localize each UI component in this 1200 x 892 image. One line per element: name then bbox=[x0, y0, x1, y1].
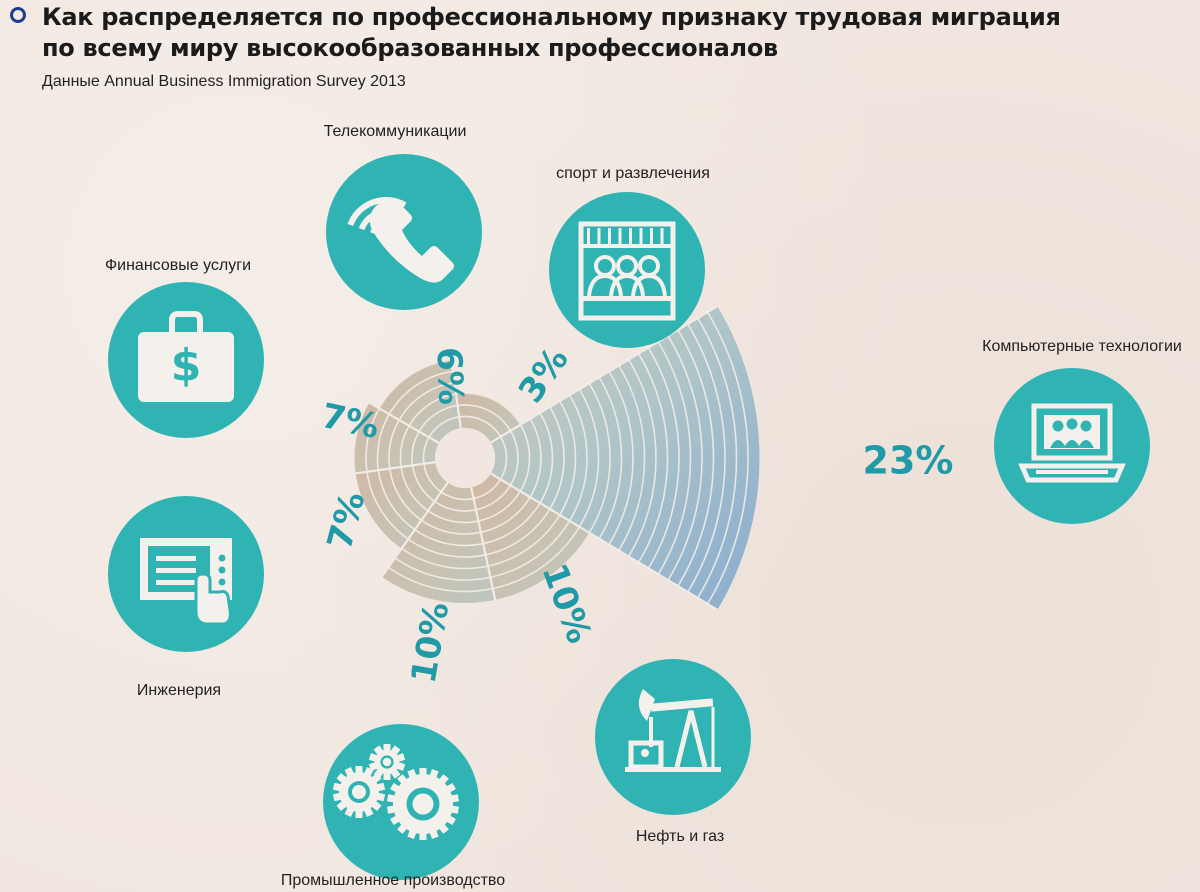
phone-icon bbox=[347, 197, 454, 283]
ring-line bbox=[598, 376, 623, 540]
badge-circle bbox=[595, 659, 751, 815]
source-subtitle: Данные Annual Business Immigration Surve… bbox=[42, 73, 406, 90]
spoke-line bbox=[378, 407, 440, 444]
ring-line bbox=[487, 514, 561, 567]
ring-line bbox=[706, 311, 749, 605]
ring-line bbox=[588, 382, 611, 534]
audience-icon bbox=[578, 221, 676, 321]
wedge-2 bbox=[381, 482, 496, 603]
ring-line bbox=[677, 329, 715, 587]
title-line-2: по всему миру высокообразованных професс… bbox=[42, 34, 778, 62]
spoke-line bbox=[355, 461, 436, 475]
category-label-1: Нефть и газ bbox=[635, 828, 725, 845]
badge-circle bbox=[326, 154, 482, 310]
wedge-5 bbox=[379, 359, 461, 443]
page-title: Как распределяется по профессиональному … bbox=[42, 2, 1142, 64]
chart-center-hole bbox=[435, 428, 495, 488]
percent-label-3: 7% bbox=[320, 488, 374, 554]
category-label-0: Компьютерные технологии bbox=[982, 338, 1182, 355]
wedge-0 bbox=[490, 306, 760, 610]
spoke-line bbox=[490, 472, 590, 534]
category-badge-5 bbox=[326, 154, 482, 310]
laptop-people-icon bbox=[1018, 403, 1126, 483]
category-label-2: Промышленное производство bbox=[280, 872, 506, 889]
spoke-line bbox=[490, 305, 718, 444]
category-label-4: Финансовые услуги bbox=[104, 257, 252, 274]
ring-line bbox=[492, 526, 581, 590]
spoke-line bbox=[490, 423, 521, 444]
percent-label-4: 7% bbox=[318, 396, 383, 447]
title-line-1: Как распределяется по профессиональному … bbox=[42, 3, 1061, 31]
inner-ring bbox=[388, 381, 542, 535]
category-label-3: Инженерия bbox=[136, 682, 222, 699]
touchscreen-icon bbox=[140, 538, 232, 626]
ring-line bbox=[559, 400, 577, 516]
ring-line bbox=[637, 353, 669, 563]
ring-line bbox=[618, 365, 646, 551]
ring-line bbox=[387, 566, 493, 593]
badge-circle bbox=[549, 192, 705, 348]
spoke-line bbox=[455, 393, 462, 429]
ring-line bbox=[394, 557, 491, 581]
title-bullet-icon bbox=[10, 7, 26, 23]
ring-line bbox=[687, 323, 726, 593]
category-badge-4: $ bbox=[108, 282, 264, 438]
percent-label-5: 6% bbox=[429, 346, 471, 405]
ring-line bbox=[401, 547, 489, 570]
ring-line bbox=[628, 359, 657, 557]
inner-ring bbox=[376, 369, 554, 547]
spoke-line bbox=[470, 487, 497, 601]
inner-ring bbox=[399, 392, 531, 524]
ring-line bbox=[657, 341, 692, 575]
inner-ring bbox=[365, 358, 565, 558]
money-case-icon: $ bbox=[138, 311, 234, 402]
ring-line bbox=[568, 394, 588, 522]
spoke-line bbox=[400, 482, 449, 550]
svg-text:$: $ bbox=[171, 340, 202, 391]
ring-line bbox=[647, 347, 680, 569]
percent-label-1: 10% bbox=[534, 558, 599, 648]
category-label-6: спорт и развлечения bbox=[556, 165, 710, 182]
category-badge-2 bbox=[323, 724, 479, 880]
ring-line bbox=[578, 388, 600, 528]
category-label-5: Телекоммуникации bbox=[323, 123, 467, 140]
wedge-4 bbox=[354, 402, 440, 474]
category-badge-0 bbox=[994, 368, 1150, 524]
category-badge-6 bbox=[549, 192, 705, 348]
ring-line bbox=[490, 520, 571, 579]
ring-line bbox=[608, 371, 634, 545]
ring-line bbox=[697, 317, 738, 599]
wedge-3 bbox=[355, 462, 448, 549]
ring-line bbox=[667, 335, 703, 581]
inner-ring bbox=[411, 404, 519, 512]
percent-label-0: 23% bbox=[863, 439, 954, 483]
gears-icon bbox=[332, 744, 460, 840]
category-badge-1 bbox=[595, 659, 751, 815]
oil-pump-icon bbox=[625, 689, 721, 772]
percent-label-2: 10% bbox=[404, 599, 458, 686]
inner-ring bbox=[422, 415, 508, 501]
category-badge-3 bbox=[108, 496, 264, 652]
wedge-1 bbox=[471, 473, 590, 600]
